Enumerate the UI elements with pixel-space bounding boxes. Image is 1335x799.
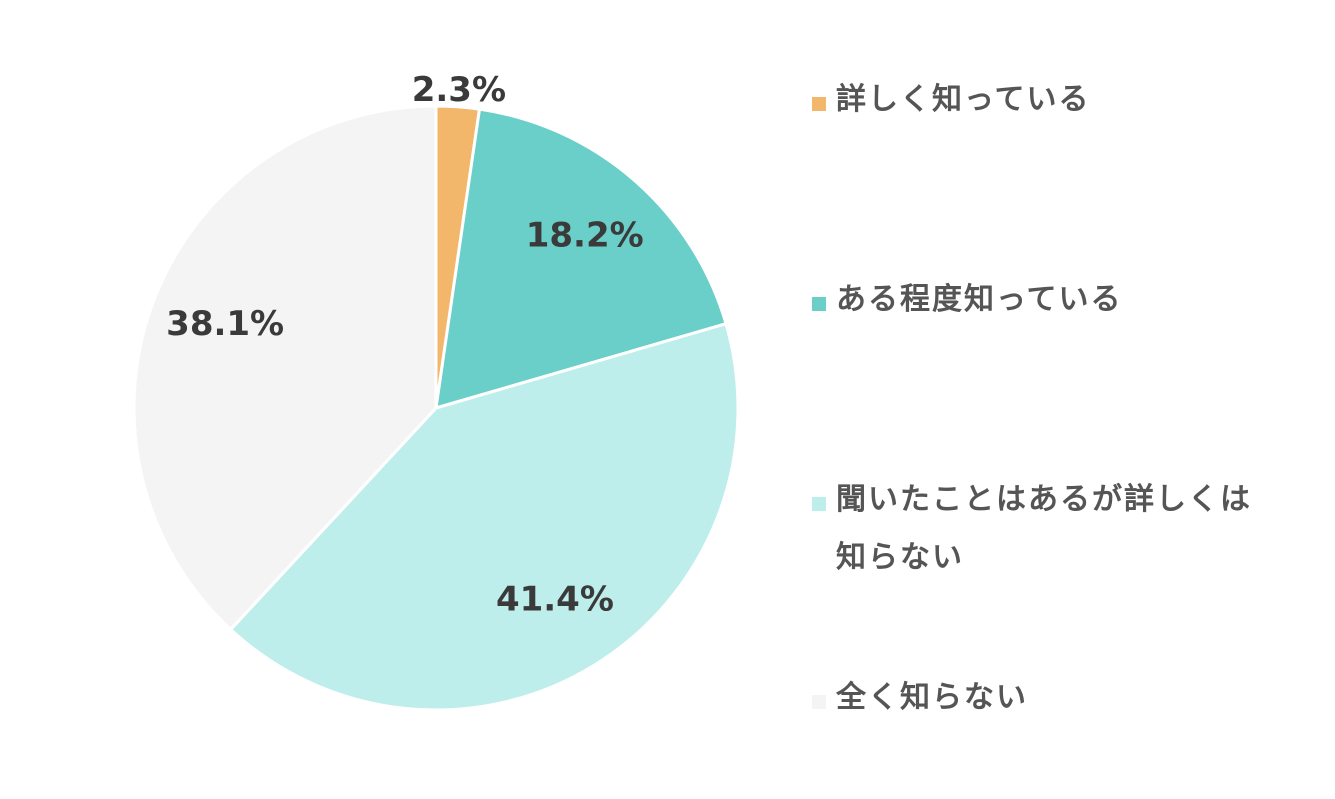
- legend-label: 聞いたことはあるが詳しくは知らない: [836, 482, 1252, 575]
- value-label: 38.1%: [166, 304, 284, 344]
- pie-slice: [434, 107, 728, 411]
- legend-swatch: [812, 97, 826, 111]
- legend-swatch: [812, 297, 826, 311]
- legend-swatch: [812, 497, 826, 511]
- legend-label: 全く知らない: [836, 680, 1028, 715]
- pie-slice: [132, 104, 438, 632]
- pie-slice: [228, 321, 740, 712]
- value-label: 41.4%: [496, 579, 614, 619]
- value-label: 2.3%: [412, 70, 506, 110]
- chart: 2.3% 18.2% 41.4% 38.1%: [132, 70, 740, 712]
- legend-swatch: [812, 695, 826, 709]
- legend-item: 聞いたことはあるが詳しくは知らない: [812, 482, 1256, 587]
- legend-item: 全く知らない: [812, 680, 1256, 727]
- legend-label: 詳しく知っている: [836, 82, 1091, 117]
- legend-item: 詳しく知っている: [812, 82, 1256, 129]
- value-label: 18.2%: [526, 216, 644, 256]
- legend-label: ある程度知っている: [836, 282, 1123, 317]
- legend-item: ある程度知っている: [812, 282, 1256, 329]
